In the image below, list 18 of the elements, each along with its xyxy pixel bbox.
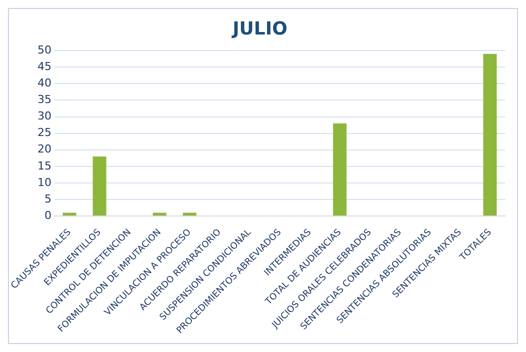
bar bbox=[62, 212, 76, 216]
y-tick-label: 35 bbox=[37, 93, 52, 106]
y-tick-label: 10 bbox=[37, 176, 52, 189]
y-tick-label: 30 bbox=[37, 110, 52, 123]
y-tick-label: 5 bbox=[44, 192, 52, 206]
chart-title: JULIO bbox=[230, 18, 288, 40]
y-tick-label: 50 bbox=[37, 43, 52, 56]
bar bbox=[483, 54, 497, 216]
bar bbox=[182, 212, 196, 216]
y-tick-label: 25 bbox=[37, 126, 52, 140]
bar bbox=[92, 156, 106, 216]
bar bbox=[152, 212, 166, 216]
bar bbox=[333, 123, 347, 216]
y-tick-label: 40 bbox=[37, 76, 52, 90]
y-tick-label: 20 bbox=[37, 142, 52, 156]
y-tick-label: 0 bbox=[44, 208, 52, 222]
y-tick-label: 45 bbox=[37, 60, 52, 74]
y-tick-label: 15 bbox=[37, 159, 52, 172]
